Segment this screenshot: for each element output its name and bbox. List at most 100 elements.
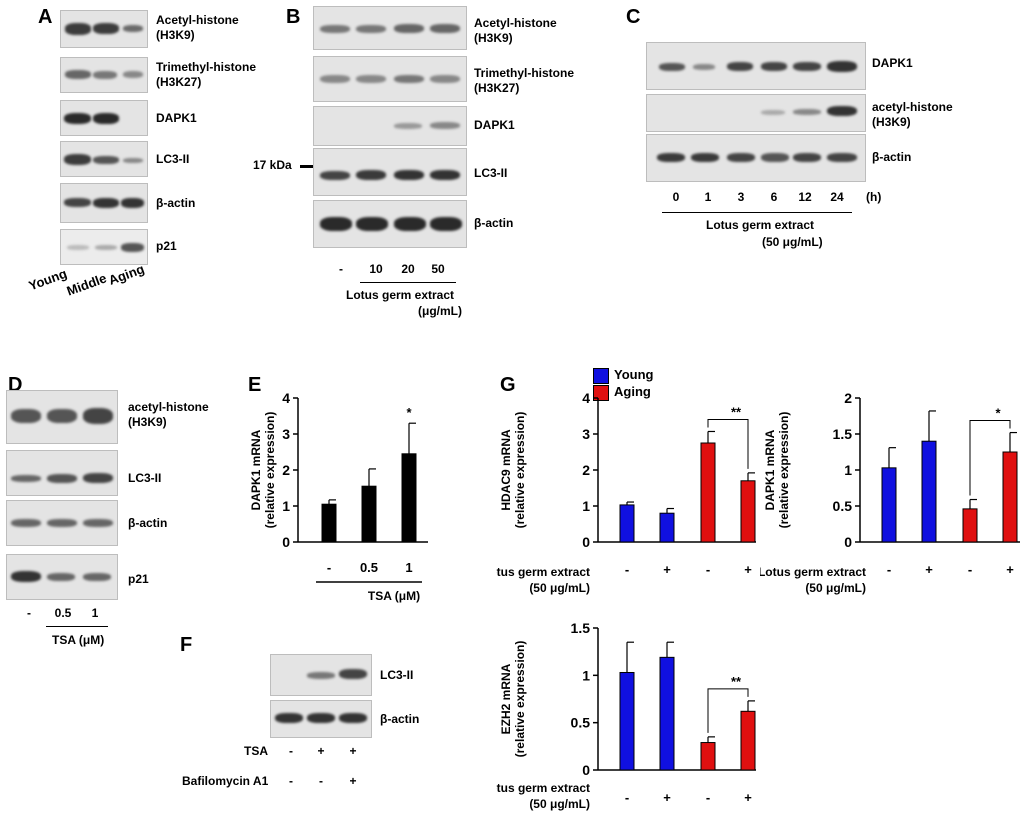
y-tick-label: 0 [844,534,852,550]
x-tick-label: + [925,562,933,577]
blot-d-row-label: β-actin [128,516,168,530]
blot-f-lc3 [270,654,372,696]
lane-label: 0.5 [54,606,72,620]
hours-unit: (h) [866,190,882,204]
legend-young-label: Young [614,367,654,382]
x-row-label: (50 μg/mL) [529,797,590,811]
x-tick-label: - [706,562,710,577]
blot-b-lc3 [313,148,467,196]
x-row-label: Lotus germ extract [496,565,590,579]
y-tick-label: 1.5 [833,426,853,442]
treatment-line [662,212,852,213]
y-tick-label: 1 [282,498,290,514]
blot-c-row-label: DAPK1 [872,56,913,70]
y-tick-label: 4 [282,390,290,406]
bar [361,485,377,543]
tsa-row-label: TSA [244,744,268,758]
x-row-label: (50 μg/mL) [529,581,590,595]
marker-17kda-label: 17 kDa [253,158,292,172]
blot-c-dapk1 [646,42,866,90]
significance-label: * [995,406,1001,421]
treatment-unit: (μg/mL) [418,304,462,318]
blot-a-actin [60,183,148,223]
x-tick-label: 1 [405,560,412,575]
bar [1002,451,1018,543]
x-row-label: Lotus germ extract [760,565,866,579]
blot-b-row-label: LC3-II [474,166,508,180]
sign: - [289,774,293,788]
sign: - [319,774,323,788]
bar [321,503,337,543]
chart-g-ezh2: 0 0.5 1 1.5 EZH2 mRNA (relative expression) **… [496,620,756,811]
y-axis-label: (relative expression) [263,412,277,529]
lane-label: 6 [770,190,778,204]
blot-a-trimethyl [60,57,148,93]
lane-label: 12 [798,190,812,204]
chart-g-hdac9: 0 1 2 3 4 HDAC9 mRNA (relative expression) ** - +… [496,390,756,595]
x-tick-label: - [625,562,629,577]
x-tick-label: + [663,790,671,805]
y-tick-label: 2 [282,462,290,478]
x-tick-label: + [744,562,752,577]
y-tick-label: 0.5 [571,715,591,731]
lane-label-aging: Aging [106,261,147,288]
y-tick-label: 0.5 [833,498,853,514]
blot-b-acetyl [313,6,467,50]
blot-c-acetyl [646,94,866,132]
blot-a-row-label: p21 [156,239,177,253]
bar [740,480,756,543]
significance-label: ** [731,404,742,419]
blot-a-row-label: LC3-II [156,152,190,166]
lane-label: 3 [737,190,745,204]
significance-bracket [707,418,749,469]
significance-label: * [406,405,412,420]
treatment-conc: (50 μg/mL) [762,235,823,249]
y-tick-label: 3 [582,426,590,442]
marker-tick [300,165,313,168]
x-tick-label: + [1006,562,1014,577]
lane-label-young: Young [26,265,69,294]
lane-label: 50 [431,262,445,276]
y-tick-label: 0 [282,534,290,550]
baf-row-label: Bafilomycin A1 [182,774,269,788]
lane-label: - [27,606,31,620]
bar [619,671,635,771]
x-tick-label: - [625,790,629,805]
panel-b-label: B [286,6,301,28]
blot-b-row-label: β-actin [474,216,514,230]
blot-b-row-label: Acetyl-histone (H3K9) [474,16,557,45]
panel-c-label: C [626,6,641,28]
x-tick-label: + [744,790,752,805]
blot-a-row-label: Acetyl-histone (H3K9) [156,13,239,42]
blot-d-actin [6,500,118,546]
y-tick-label: 1.5 [571,620,591,636]
lane-label: - [339,262,343,276]
y-tick-label: 0 [582,534,590,550]
blot-d-lc3 [6,450,118,496]
legend-young-swatch [593,368,609,384]
significance-label: ** [731,674,742,689]
y-axis-label: DAPK1 mRNA [249,429,263,510]
legend-aging-label: Aging [614,384,651,399]
blot-b-actin [313,200,467,248]
blot-c-row-label: acetyl-histone (H3K9) [872,100,953,129]
blot-d-acetyl [6,390,118,444]
blot-d-row-label: acetyl-histone (H3K9) [128,400,209,429]
x-tick-label: - [327,560,331,575]
y-tick-label: 0 [582,762,590,778]
legend-aging-swatch [593,385,609,401]
bar [921,440,937,543]
blot-f-actin [270,700,372,738]
panel-e-label: E [248,374,262,396]
bar [619,504,635,543]
treatment-label: Lotus germ extract [346,288,455,302]
bar [401,453,417,543]
lane-label: 1 [91,606,99,620]
lane-label-middle: Middle [64,270,109,299]
panel-g-label: G [500,374,516,396]
y-tick-label: 1 [582,498,590,514]
blot-b-row-label: Trimethyl-histone (H3K27) [474,66,575,95]
lane-label: 1 [704,190,712,204]
y-tick-label: 1 [582,667,590,683]
lane-label: 20 [401,262,415,276]
